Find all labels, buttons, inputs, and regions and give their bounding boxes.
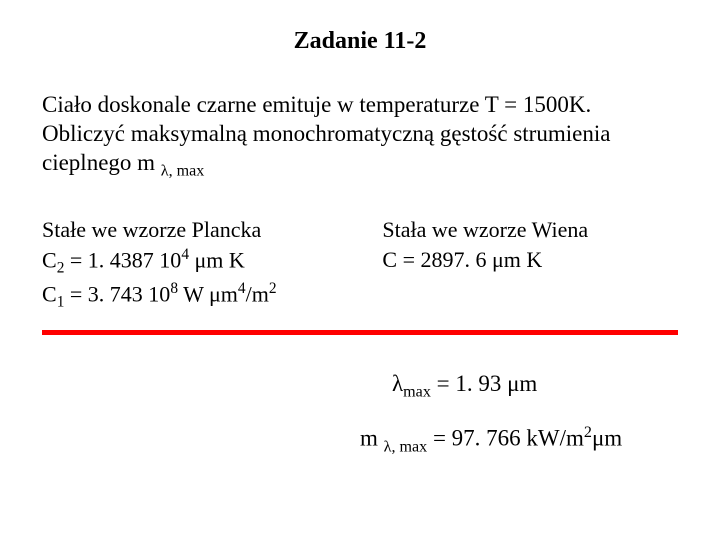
c1-exp: 8 bbox=[170, 280, 178, 297]
r2-sub: λ, max bbox=[384, 438, 428, 455]
problem-line1: Ciało doskonale czarne emituje w tempera… bbox=[42, 92, 591, 117]
results-block: λmax = 1. 93 μm m λ, max = 97. 766 kW/m2… bbox=[42, 371, 678, 456]
red-divider bbox=[42, 330, 678, 335]
result-m-lambda-max: m λ, max = 97. 766 kW/m2μm bbox=[360, 424, 678, 456]
wien-heading: Stała we wzorze Wiena bbox=[382, 215, 678, 245]
r2-tail: μm bbox=[592, 425, 622, 450]
c2-eq: = 1. 4387 10 bbox=[64, 247, 181, 272]
planck-constants: Stałe we wzorze Plancka C2 = 1. 4387 104… bbox=[42, 215, 352, 314]
c1-tail1: W μm bbox=[178, 282, 238, 307]
c1-label: C bbox=[42, 282, 57, 307]
r1-sym: λ bbox=[392, 371, 403, 396]
c1-eq: = 3. 743 10 bbox=[64, 282, 170, 307]
planck-c1: C1 = 3. 743 108 W μm4/m2 bbox=[42, 279, 352, 314]
constants-row: Stałe we wzorze Plancka C2 = 1. 4387 104… bbox=[42, 215, 678, 314]
r1-val: = 1. 93 μm bbox=[431, 371, 537, 396]
c2-exp: 4 bbox=[181, 246, 189, 263]
c1-exp3: 2 bbox=[269, 280, 277, 297]
problem-line3-prefix: cieplnego m bbox=[42, 150, 161, 175]
c1-exp2: 4 bbox=[238, 280, 246, 297]
exercise-title: Zadanie 11-2 bbox=[42, 28, 678, 55]
result-lambda-max: λmax = 1. 93 μm bbox=[392, 371, 678, 402]
r2-prefix: m bbox=[360, 425, 384, 450]
c2-tail: μm K bbox=[189, 247, 245, 272]
r2-val: = 97. 766 kW/m bbox=[427, 425, 584, 450]
c2-label: C bbox=[42, 247, 57, 272]
wien-c: C = 2897. 6 μm K bbox=[382, 245, 678, 275]
planck-heading: Stałe we wzorze Plancka bbox=[42, 215, 352, 245]
wien-constant: Stała we wzorze Wiena C = 2897. 6 μm K bbox=[382, 215, 678, 314]
problem-statement: Ciało doskonale czarne emituje w tempera… bbox=[42, 91, 678, 181]
planck-c2: C2 = 1. 4387 104 μm K bbox=[42, 245, 352, 280]
c1-tail2: /m bbox=[246, 282, 269, 307]
r1-sub: max bbox=[403, 384, 431, 401]
r2-exp: 2 bbox=[584, 424, 592, 441]
problem-line3-sub: λ, max bbox=[161, 162, 205, 179]
problem-line2: Obliczyć maksymalną monochromatyczną gęs… bbox=[42, 121, 610, 146]
